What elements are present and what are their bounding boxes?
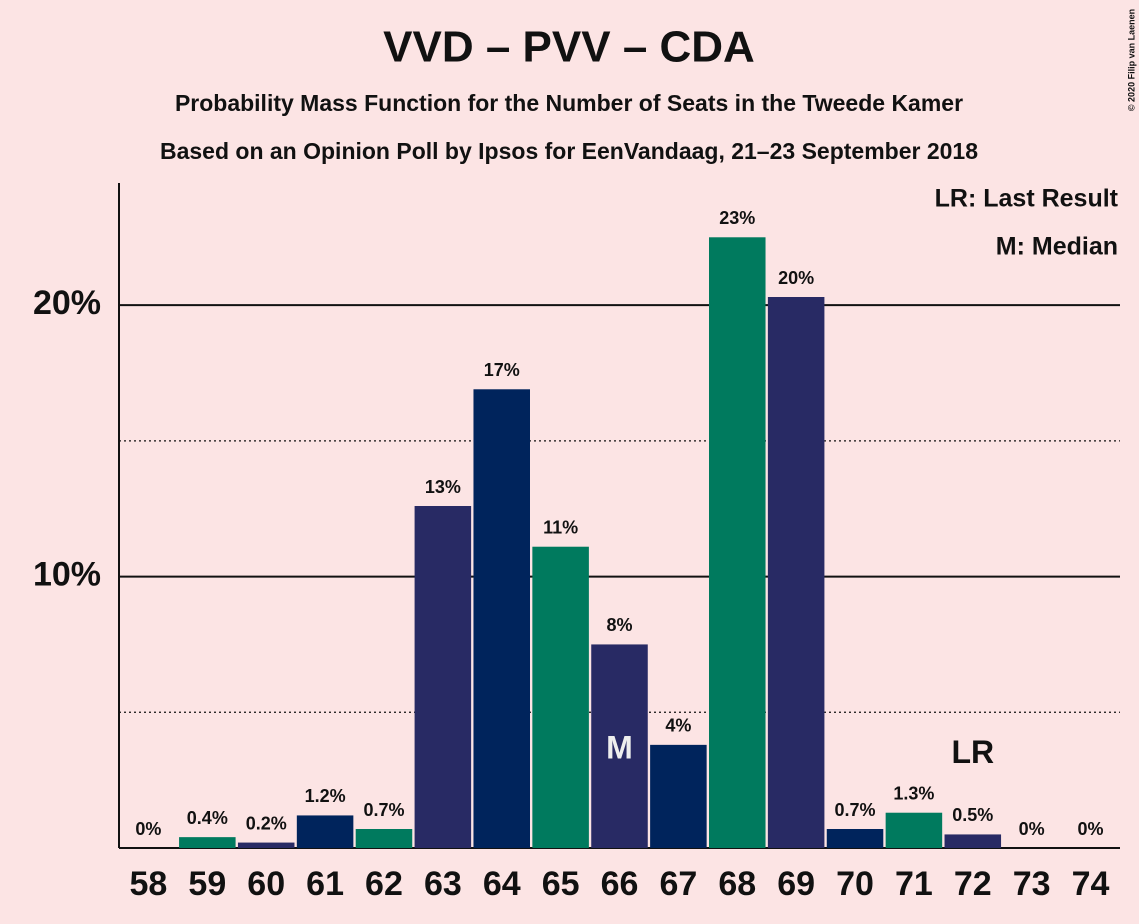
x-tick-label: 67 — [659, 865, 697, 903]
bar — [885, 812, 943, 848]
y-tick-label: 20% — [33, 284, 101, 322]
bar — [767, 297, 825, 848]
bar — [591, 644, 648, 848]
bar — [826, 829, 884, 848]
y-tick-label: 10% — [33, 556, 101, 594]
chart-subtitle: Based on an Opinion Poll by Ipsos for Ee… — [160, 138, 978, 164]
value-label: 0% — [135, 819, 161, 839]
x-tick-label: 66 — [601, 865, 639, 903]
bar — [296, 815, 354, 848]
legend-entry: LR: Last Result — [935, 185, 1119, 213]
bar — [414, 506, 472, 848]
chart-title: VVD – PVV – CDA — [383, 23, 755, 72]
value-label: 23% — [719, 208, 755, 228]
value-label: 4% — [665, 716, 691, 736]
value-label: 1.2% — [305, 786, 346, 806]
x-tick-label: 73 — [1013, 865, 1051, 903]
bar — [179, 837, 236, 848]
value-label: 0.7% — [363, 800, 404, 820]
x-tick-label: 60 — [247, 865, 285, 903]
chart-subtitle: Probability Mass Function for the Number… — [175, 90, 963, 116]
value-label: 0% — [1078, 819, 1104, 839]
value-label: 0.5% — [952, 805, 993, 825]
value-label: 11% — [543, 517, 578, 537]
x-tick-label: 61 — [306, 865, 344, 903]
median-marker: M — [606, 729, 633, 765]
value-label: 0.4% — [187, 808, 228, 828]
bar — [532, 546, 589, 848]
x-tick-label: 70 — [836, 865, 874, 903]
value-label: 0.7% — [835, 800, 876, 820]
last-result-marker: LR — [951, 734, 994, 770]
bar — [650, 744, 707, 848]
x-tick-label: 69 — [777, 865, 815, 903]
value-label: 8% — [606, 615, 632, 635]
legend-entry: M: Median — [996, 233, 1118, 261]
value-label: 13% — [425, 477, 461, 497]
value-label: 1.3% — [893, 783, 934, 803]
x-tick-label: 74 — [1072, 865, 1110, 903]
bar — [709, 237, 766, 849]
x-tick-label: 63 — [424, 865, 462, 903]
value-label: 0.2% — [246, 813, 287, 833]
x-tick-label: 71 — [895, 865, 933, 903]
x-tick-label: 72 — [954, 865, 992, 903]
bar — [473, 389, 530, 848]
bar — [355, 829, 413, 848]
x-tick-label: 62 — [365, 865, 403, 903]
value-label: 0% — [1019, 819, 1045, 839]
value-label: 20% — [778, 268, 814, 288]
x-tick-label: 58 — [130, 865, 168, 903]
x-tick-label: 68 — [718, 865, 756, 903]
value-label: 17% — [484, 360, 520, 380]
copyright: © 2020 Filip van Laenen — [1126, 9, 1136, 111]
x-tick-label: 64 — [483, 865, 521, 903]
x-tick-label: 65 — [542, 865, 580, 903]
bar — [237, 842, 295, 848]
x-tick-label: 59 — [188, 865, 226, 903]
bar — [944, 834, 1002, 848]
